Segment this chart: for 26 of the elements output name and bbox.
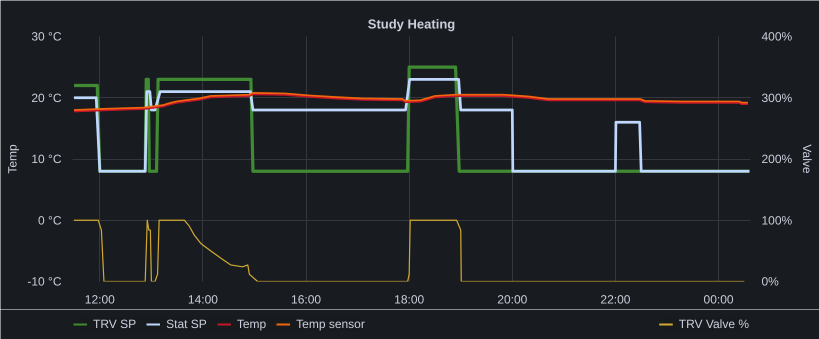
x-tick-label: 22:00 <box>600 292 631 306</box>
y2-tick-label: 0% <box>762 274 780 288</box>
y2-tick-label: 200% <box>762 152 793 166</box>
legend-label: TRV SP <box>93 317 136 331</box>
line-series <box>73 220 745 282</box>
y-tick-label: 30 °C <box>31 30 62 44</box>
x-tick-label: 16:00 <box>291 292 322 306</box>
x-tick-label: 12:00 <box>84 292 116 306</box>
y-tick-label: -10 °C <box>27 274 62 288</box>
x-tick-label: 00:00 <box>704 292 734 306</box>
y2-axis-title: Valve <box>800 144 814 174</box>
chart-title: Study Heating <box>368 16 456 32</box>
legend-label: Temp <box>236 317 266 331</box>
y2-tick-label: 100% <box>762 213 793 228</box>
x-tick-label: 18:00 <box>394 292 425 306</box>
y-tick-label: 0 °C <box>38 213 62 228</box>
x-tick-label: 14:00 <box>188 292 218 306</box>
legend-label: TRV Valve % <box>678 317 749 331</box>
y-tick-label: 20 °C <box>31 90 62 105</box>
x-tick-label: 20:00 <box>497 292 528 306</box>
y2-tick-label: 400% <box>762 30 793 44</box>
legend-label: Stat SP <box>166 317 207 331</box>
y2-tick-label: 300% <box>762 90 793 105</box>
legend-label: Temp sensor <box>296 317 365 331</box>
y-tick-label: 10 °C <box>31 152 62 166</box>
y-axis-title: Temp <box>5 144 20 174</box>
